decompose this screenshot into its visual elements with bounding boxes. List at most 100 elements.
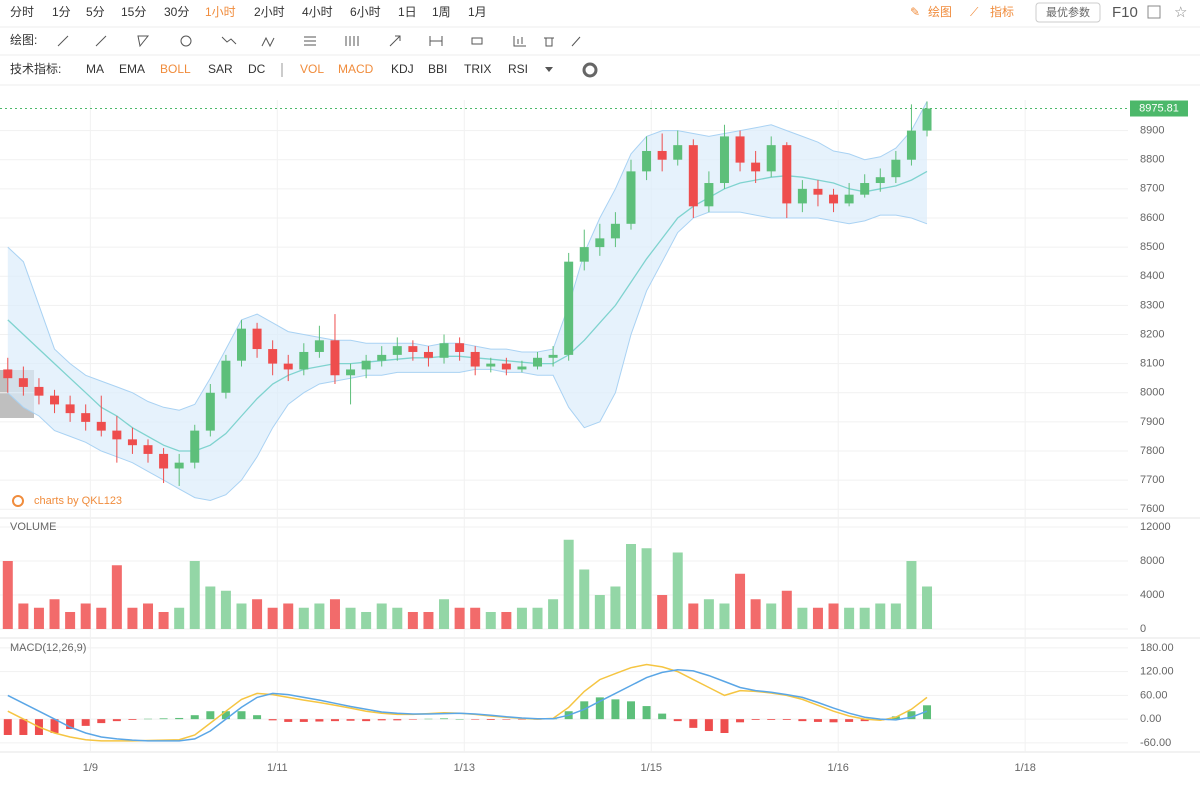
more-arrow[interactable] [545,67,553,72]
indicator-tab[interactable]: BBI [428,62,447,76]
volume-bar [859,607,870,629]
candle-body [813,188,823,195]
period-tab[interactable]: 分时 [10,5,34,19]
x-tick-label: 1/16 [827,762,848,774]
period-tab[interactable]: 1小时 [205,5,236,19]
period-tab[interactable]: 2小时 [254,5,285,19]
volume-bar [143,603,154,629]
y-tick-label: 8800 [1140,154,1164,166]
candle-body [190,430,200,463]
candle-body [844,194,854,204]
macd-bar [408,719,417,720]
volume-bar [470,607,481,629]
y-tick-label: 7600 [1140,503,1164,515]
candle-body [143,445,153,454]
candle-body [548,354,558,358]
indicator-tab[interactable]: KDJ [391,62,414,76]
macd-bar [611,699,620,720]
indicator-tab[interactable]: DC [248,62,266,76]
macd-bar [330,719,339,722]
indicator-tab[interactable]: VOL [300,62,324,76]
params-box[interactable] [1035,2,1101,23]
period-tab[interactable]: 30分 [164,5,189,19]
macd-bar [798,719,807,722]
candle-body [688,145,698,207]
volume-bar [501,611,512,629]
fullscreen-icon[interactable] [1147,5,1161,19]
volume-bar [641,548,652,629]
macd-bar [860,719,869,722]
candle-body [455,343,465,352]
macd-bar [658,713,667,720]
draw-button[interactable]: 绘图 [928,4,952,19]
period-tab[interactable]: 15分 [121,5,146,19]
star-icon[interactable]: ☆ [1174,4,1187,21]
period-tab[interactable]: 5分 [86,5,105,19]
volume-bar [236,603,247,629]
y-tick-label: 8600 [1140,212,1164,224]
draw-icon[interactable]: ✎ [910,5,920,19]
macd-bar [190,715,199,720]
candle-body [408,346,418,352]
indicator-tab[interactable]: TRIX [464,62,491,76]
candle-body [236,328,246,361]
volume-bar [922,586,933,629]
macd-bar [923,705,932,720]
indicator-tab[interactable]: MA [86,62,104,76]
candle-body [875,177,885,184]
macd-bar [736,719,745,723]
indicator-tab[interactable]: SAR [208,62,233,76]
macd-bar [782,719,791,720]
period-tab[interactable]: 1日 [398,5,417,19]
x-tick-label: 1/13 [454,762,475,774]
macd-bar [720,719,729,733]
volume-bar [220,590,231,629]
candle-body [922,108,932,131]
macd-bar [813,719,822,722]
y-tick-label: 7800 [1140,445,1164,457]
indicator-tab[interactable]: MACD [338,62,374,76]
candle-body [735,136,745,163]
plot [0,101,1128,502]
indicator-icon[interactable]: ⟋ [970,5,979,19]
macd-bar [97,719,106,724]
period-tab[interactable]: 1周 [432,5,451,19]
panel-title: MACD(12,26,9) [10,642,86,654]
volume-bar [345,607,356,629]
indicator-tab[interactable]: BOLL [160,62,191,76]
y-tick-label: 8100 [1140,358,1164,370]
candle-body [34,386,44,396]
volume-bar [766,603,777,629]
f10-button[interactable]: F10 [1112,4,1138,21]
watermark: charts by QKL123 [34,495,122,507]
macd-bar [517,719,526,720]
indicator-tab[interactable]: RSI [508,62,528,76]
y-tick-label: 8700 [1140,183,1164,195]
volume-bar [485,611,496,629]
candle-body [517,366,527,370]
period-tab[interactable]: 6小时 [350,5,381,19]
macd-bar [346,719,355,721]
macd-bar [767,719,776,720]
params-button[interactable]: 最优参数 [1046,5,1090,19]
candle-body [782,145,792,204]
volume-bar [252,599,263,629]
settings-icon[interactable] [582,62,598,78]
volume-bar [314,603,325,629]
indicator-button[interactable]: 指标 [990,4,1014,19]
candle-body [501,363,511,370]
volume-bar [18,603,29,629]
macd-bar [50,719,59,733]
draw-tools[interactable] [57,35,581,48]
period-tab[interactable]: 1月 [468,5,487,19]
period-tab[interactable]: 1分 [52,5,71,19]
period-tab[interactable]: 4小时 [302,5,333,19]
macd-bar [829,719,838,723]
candle-body [751,162,761,172]
indicator-tab[interactable]: EMA [119,62,145,76]
candle-body [18,378,28,387]
macd-bar [440,718,449,720]
macd-bar [595,697,604,720]
y-tick-label: 0.00 [1140,713,1161,725]
volume-bar [2,561,13,629]
